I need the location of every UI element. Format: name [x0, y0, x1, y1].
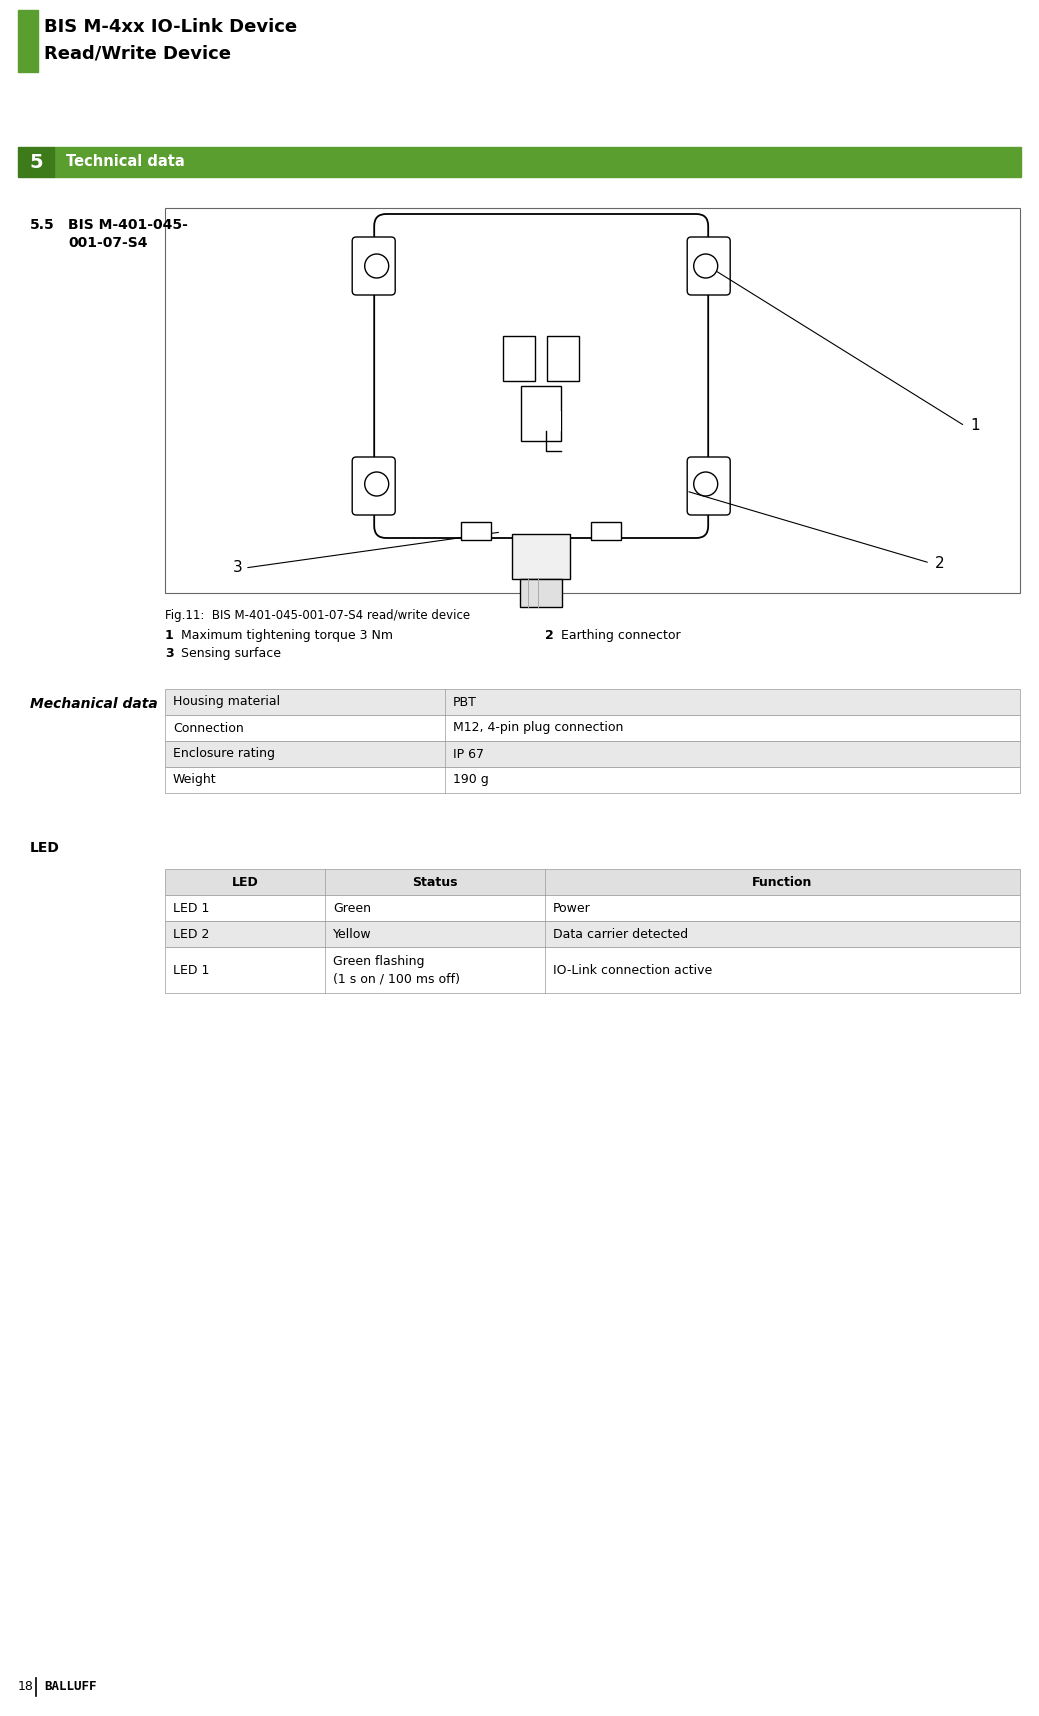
- FancyBboxPatch shape: [352, 456, 395, 515]
- Text: LED 1: LED 1: [174, 963, 210, 976]
- Bar: [591, 522, 621, 541]
- Text: 1: 1: [970, 419, 980, 434]
- Text: 3: 3: [233, 561, 243, 575]
- Text: LED: LED: [30, 841, 60, 855]
- Bar: [165, 716, 1020, 741]
- Text: Green: Green: [334, 901, 371, 915]
- Text: BIS M-4xx IO-Link Device: BIS M-4xx IO-Link Device: [44, 17, 297, 36]
- Text: 2: 2: [545, 630, 554, 642]
- Text: Enclosure rating: Enclosure rating: [174, 748, 275, 760]
- Bar: [548, 336, 579, 381]
- Bar: [522, 386, 561, 441]
- Bar: [165, 767, 1020, 793]
- Text: Weight: Weight: [174, 774, 216, 786]
- Bar: [18, 10, 38, 72]
- Bar: [461, 522, 491, 541]
- Bar: [165, 896, 1020, 921]
- Bar: [165, 741, 1020, 767]
- Circle shape: [694, 472, 718, 496]
- Text: 001-07-S4: 001-07-S4: [68, 237, 148, 251]
- FancyBboxPatch shape: [687, 237, 730, 295]
- Text: Sensing surface: Sensing surface: [181, 647, 281, 661]
- Text: LED 2: LED 2: [174, 928, 210, 940]
- Bar: [512, 534, 570, 578]
- Text: BALLUFF: BALLUFF: [44, 1680, 97, 1694]
- Text: Housing material: Housing material: [174, 695, 281, 709]
- Bar: [521, 578, 562, 607]
- Text: Connection: Connection: [174, 721, 244, 734]
- Text: M12, 4-pin plug connection: M12, 4-pin plug connection: [453, 721, 623, 734]
- Text: PBT: PBT: [453, 695, 477, 709]
- Bar: [165, 868, 1020, 896]
- Text: Mechanical data: Mechanical data: [30, 697, 158, 710]
- Bar: [18, 148, 54, 177]
- Text: Data carrier detected: Data carrier detected: [553, 928, 688, 940]
- Bar: [165, 208, 1020, 594]
- Text: 3: 3: [165, 647, 174, 661]
- Text: 2: 2: [935, 556, 944, 570]
- Text: Power: Power: [553, 901, 591, 915]
- FancyBboxPatch shape: [352, 237, 395, 295]
- Text: Maximum tightening torque 3 Nm: Maximum tightening torque 3 Nm: [181, 630, 393, 642]
- Text: 5: 5: [29, 153, 43, 172]
- Text: Status: Status: [412, 875, 458, 889]
- Text: Earthing connector: Earthing connector: [561, 630, 681, 642]
- Text: Function: Function: [752, 875, 812, 889]
- Text: IO-Link connection active: IO-Link connection active: [553, 963, 713, 976]
- Text: Fig.11:  BIS M-401-045-001-07-S4 read/write device: Fig.11: BIS M-401-045-001-07-S4 read/wri…: [165, 609, 470, 621]
- Text: Read/Write Device: Read/Write Device: [44, 45, 231, 62]
- Bar: [165, 947, 1020, 994]
- Bar: [547, 412, 561, 431]
- Text: Yellow: Yellow: [334, 928, 372, 940]
- Text: 190 g: 190 g: [453, 774, 488, 786]
- Text: 1: 1: [165, 630, 174, 642]
- Text: LED: LED: [232, 875, 259, 889]
- Text: 18: 18: [18, 1680, 34, 1694]
- Bar: [165, 921, 1020, 947]
- Text: 5.5: 5.5: [30, 218, 55, 232]
- Bar: [165, 690, 1020, 716]
- Text: Green flashing
(1 s on / 100 ms off): Green flashing (1 s on / 100 ms off): [334, 956, 460, 985]
- FancyBboxPatch shape: [687, 456, 730, 515]
- Text: BIS M-401-045-: BIS M-401-045-: [68, 218, 188, 232]
- Circle shape: [365, 254, 389, 278]
- Bar: [54, 148, 1021, 177]
- Text: LED 1: LED 1: [174, 901, 210, 915]
- Circle shape: [694, 254, 718, 278]
- FancyBboxPatch shape: [374, 214, 709, 539]
- Bar: [503, 336, 535, 381]
- Text: IP 67: IP 67: [453, 748, 484, 760]
- Circle shape: [365, 472, 389, 496]
- Text: Technical data: Technical data: [66, 154, 185, 170]
